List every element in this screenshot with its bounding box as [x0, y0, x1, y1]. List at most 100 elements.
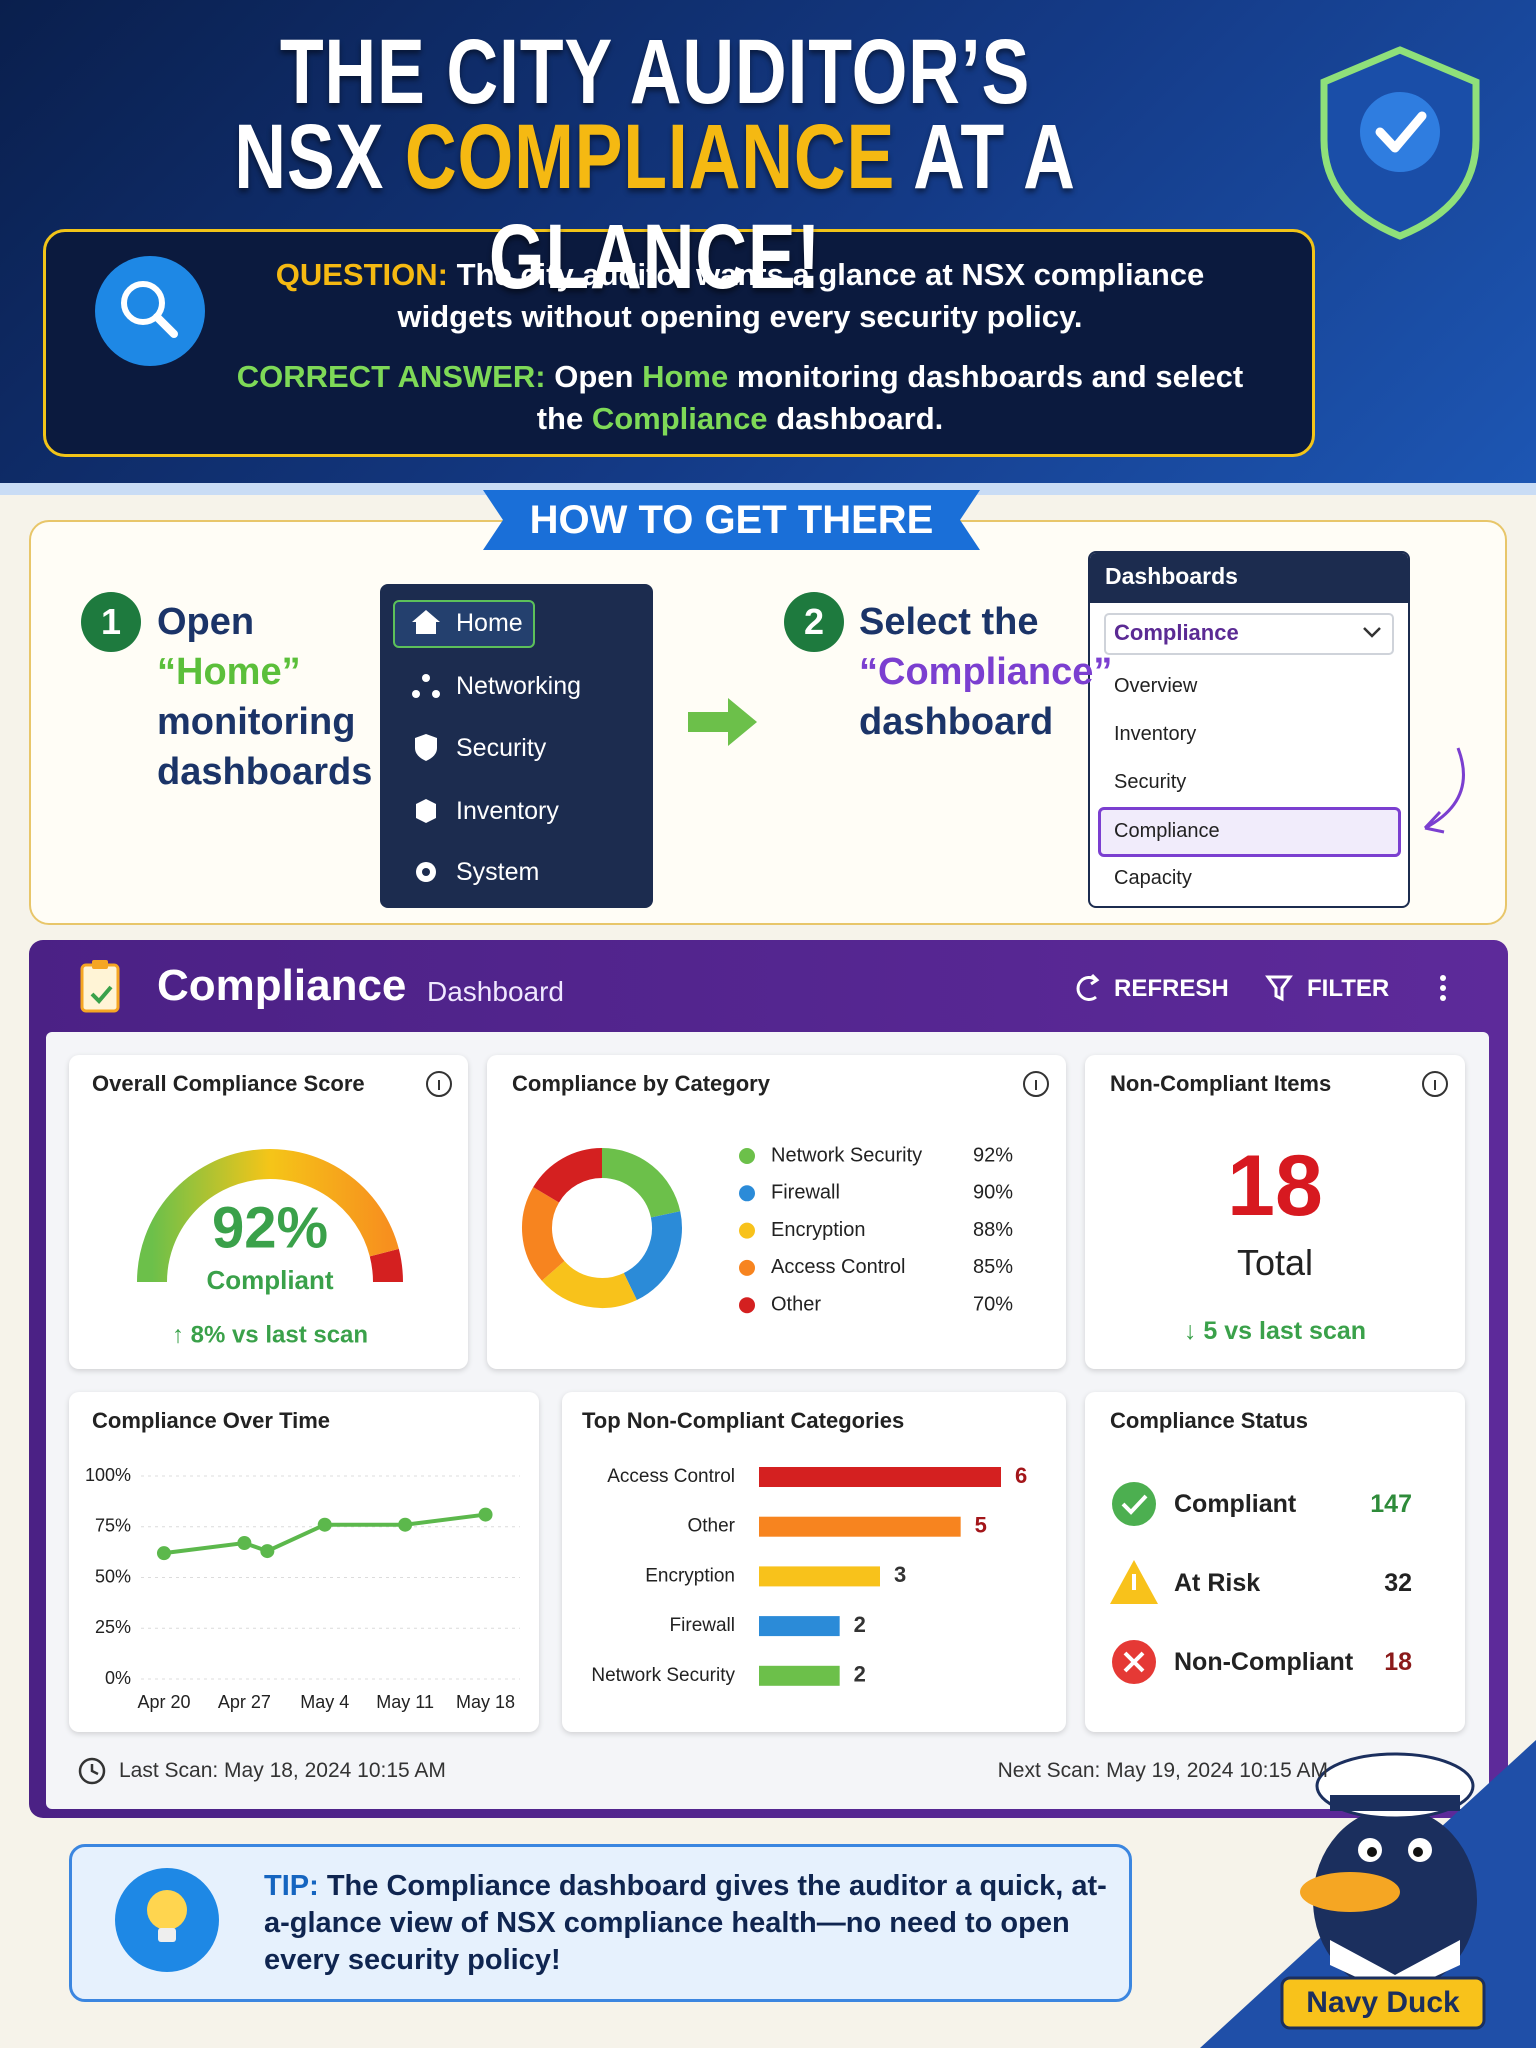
bar [759, 1516, 961, 1537]
y-tick-label: 75% [95, 1516, 131, 1536]
card-title: Compliance Over Time [92, 1408, 331, 1433]
last-scan: Last Scan: May 18, 2024 10:15 AM [119, 1759, 446, 1782]
banner [483, 490, 980, 550]
card [69, 1055, 468, 1369]
mascot [1200, 1740, 1536, 2048]
card-title: Overall Compliance Score [92, 1071, 365, 1096]
dropdown-option[interactable]: Security [1114, 771, 1187, 793]
dashboard-title: Compliance [157, 961, 407, 1010]
clipboard-icon [80, 960, 120, 1013]
donut-segment [541, 1260, 637, 1308]
step-number: 1 [100, 601, 122, 642]
answer-highlight: Compliance [591, 401, 768, 436]
status-icons [1110, 1482, 1158, 1684]
y-tick-label: 25% [95, 1617, 131, 1637]
dropdown-header [1090, 553, 1408, 603]
bulb-icon [115, 1868, 219, 1972]
x-tick-label: May 18 [456, 1692, 515, 1712]
value-label: 3 [894, 1562, 906, 1587]
answer-highlight: Home [642, 359, 729, 394]
card-title: Non-Compliant Items [1110, 1071, 1332, 1096]
question: QUESTION: The city auditor wants a glanc… [225, 254, 1255, 338]
section-title: HOW TO GET THERE [529, 498, 934, 542]
more-icon[interactable] [1440, 975, 1446, 1001]
legend-label: Encryption [771, 1219, 866, 1241]
gauge-value-label: 92% [212, 1195, 328, 1260]
step-badge [81, 592, 141, 652]
donut-segment [623, 1211, 682, 1300]
question-box [43, 229, 1315, 457]
dropdown-highlight [1098, 807, 1401, 857]
dropdown-select[interactable] [1104, 613, 1394, 655]
answer-text: monitoring dashboards and select the [536, 359, 1244, 436]
question-text: The city auditor wants a glance at NSX c… [397, 257, 1205, 334]
status-value: 147 [1370, 1490, 1412, 1518]
title-highlight: COMPLIANCE [404, 106, 896, 208]
x-tick-label: May 11 [376, 1692, 434, 1712]
step-highlight: “Compliance” [859, 651, 1113, 693]
header-stripe [0, 483, 1536, 495]
card-title: Compliance by Category [512, 1071, 770, 1096]
refresh-button[interactable]: REFRESH [1114, 975, 1229, 1002]
gauge-label: Compliant [206, 1265, 333, 1295]
nav-item[interactable]: Security [456, 734, 547, 762]
card [69, 1392, 539, 1732]
card [1085, 1055, 1465, 1369]
nav-item[interactable]: System [456, 858, 540, 886]
x-tick-label: Apr 20 [137, 1692, 190, 1712]
tip-label: TIP: [264, 1870, 319, 1902]
legend-swatch [739, 1148, 755, 1164]
legend-swatch [739, 1259, 755, 1276]
donut-segment [601, 1148, 681, 1219]
step-part: Open [157, 601, 255, 643]
shield-icon [1320, 46, 1480, 240]
y-tick-label: Access Control [607, 1466, 735, 1487]
kpi-change: ↓ 5 vs last scan [1183, 1317, 1367, 1345]
legend-label: Access Control [771, 1256, 906, 1278]
title-part: AT A GLANCE! [488, 106, 1076, 308]
step-text: Select the “Compliance” dashboard [859, 597, 1113, 747]
bar [759, 1665, 840, 1686]
nav-item[interactable]: Inventory [456, 797, 559, 825]
title: NSX COMPLIANCE AT A GLANCE! [0, 107, 1310, 307]
dropdown-value[interactable]: Compliance [1114, 620, 1239, 645]
kpi-value: 18 [1227, 1138, 1323, 1234]
value-label: 5 [975, 1513, 987, 1538]
point [260, 1544, 275, 1559]
dropdown-option[interactable]: Overview [1114, 675, 1198, 697]
filter-button[interactable]: FILTER [1307, 975, 1390, 1002]
value-label: 2 [854, 1612, 866, 1637]
gauge-value [137, 1149, 399, 1283]
dropdown-option[interactable]: Capacity [1114, 867, 1192, 889]
step-part: Select the [859, 601, 1039, 643]
nav-item[interactable]: Networking [456, 672, 582, 700]
info-icons [426, 1071, 1448, 1097]
dropdown-option[interactable]: Inventory [1114, 723, 1197, 745]
step-badge [784, 592, 844, 652]
search-icon [95, 256, 205, 366]
dropdown-option[interactable]: Compliance [1114, 820, 1220, 842]
answer-text: dashboard. [776, 401, 944, 436]
donut-segment [522, 1187, 565, 1281]
clock-icon [78, 1757, 106, 1785]
x-tick-label: Apr 27 [218, 1692, 271, 1712]
chevron [1363, 627, 1381, 638]
tip: TIP: The Compliance dashboard gives the … [264, 1868, 1114, 1979]
bar [759, 1616, 840, 1637]
value-label: 6 [1015, 1463, 1027, 1488]
value-label: 85% [973, 1256, 1013, 1278]
next-scan: Next Scan: May 19, 2024 10:15 AM [997, 1759, 1328, 1782]
value-label: 88% [973, 1219, 1013, 1241]
step-number: 2 [803, 601, 825, 642]
step-part: dashboard [859, 701, 1054, 743]
point [156, 1546, 171, 1561]
status-label: Non-Compliant [1174, 1648, 1354, 1676]
point [317, 1517, 332, 1532]
y-tick-label: 100% [85, 1465, 131, 1485]
kpi-label: Total [1236, 1242, 1314, 1283]
tip-box [69, 1844, 1132, 2002]
question-label: QUESTION: [275, 257, 448, 292]
nav-item[interactable]: Home [456, 609, 523, 637]
